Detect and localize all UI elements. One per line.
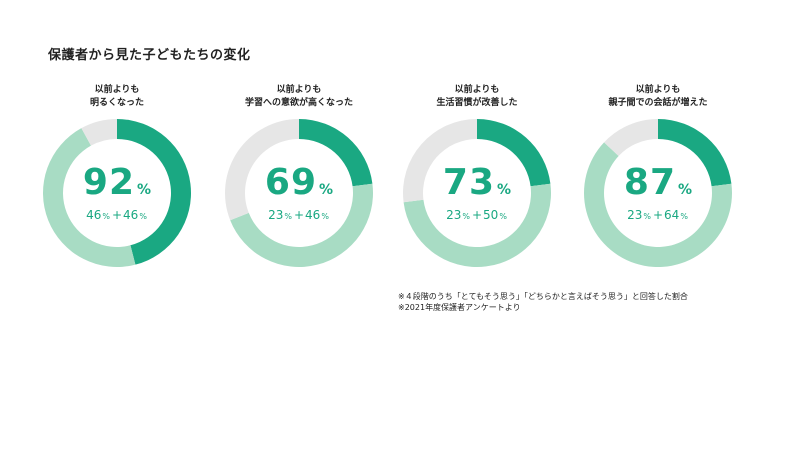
- total-unit: %: [137, 182, 152, 198]
- chart-label-line-2: 親子間での会話が増えた: [608, 98, 708, 108]
- segment-strong: [299, 119, 373, 187]
- segment-strong: [117, 119, 192, 265]
- page-title: 保護者から見た子どもたちの変化: [48, 48, 251, 63]
- chart-label: 以前よりも 親子間での会話が増えた: [573, 84, 743, 110]
- breakdown: 23% +46%: [268, 208, 330, 222]
- segment-2-value: 50: [483, 208, 499, 222]
- total-unit: %: [497, 182, 512, 198]
- chart-label-line-1: 以前よりも: [635, 85, 681, 95]
- segment-2-unit: %: [680, 212, 688, 221]
- segment-1-value: 23: [627, 208, 643, 222]
- breakdown: 23% +50%: [446, 208, 508, 222]
- segment-2-value: 46: [305, 208, 321, 222]
- chart-label: 以前よりも 生活習慣が改善した: [392, 84, 562, 110]
- chart-label: 以前よりも 明るくなった: [32, 84, 202, 110]
- donut-center: 73% 23% +50%: [402, 118, 552, 268]
- footnote-1: ※４段階のうち「とてもそう思う」「どちらかと言えばそう思う」と回答した割合: [398, 292, 688, 301]
- segment-2-unit: %: [139, 212, 147, 221]
- donut-svg: [584, 119, 732, 267]
- chart-label-line-2: 明るくなった: [89, 98, 144, 108]
- segment-somewhat: [42, 128, 136, 267]
- chart-label-line-1: 以前よりも: [276, 85, 322, 95]
- segment-strong: [658, 119, 732, 187]
- segment-strong: [477, 119, 551, 187]
- segment-1-unit: %: [643, 212, 651, 221]
- segment-somewhat: [584, 142, 732, 267]
- segment-somewhat: [230, 183, 373, 268]
- segment-1-unit: %: [284, 212, 292, 221]
- segment-2-value: 46: [123, 208, 139, 222]
- segment-2-unit: %: [321, 212, 329, 221]
- total-unit: %: [319, 182, 334, 198]
- breakdown: 23% +64%: [627, 208, 689, 222]
- segment-rest: [225, 119, 299, 221]
- plus-sign: +: [471, 208, 483, 222]
- donut-chart-2: 以前よりも 学習への意欲が高くなった 69% 23% +46%: [214, 84, 384, 284]
- chart-label-line-1: 以前よりも: [94, 85, 140, 95]
- donut-svg: [403, 119, 551, 267]
- footnotes: ※４段階のうち「とてもそう思う」「どちらかと言えばそう思う」と回答した割合 ※2…: [398, 291, 688, 313]
- donut-center: 92% 46% +46%: [42, 118, 192, 268]
- chart-label-line-2: 生活習慣が改善した: [436, 98, 518, 108]
- segment-rest: [81, 119, 117, 146]
- donut-chart-4: 以前よりも 親子間での会話が増えた 87% 23% +64%: [573, 84, 743, 284]
- total-unit: %: [678, 182, 693, 198]
- segment-2-unit: %: [499, 212, 507, 221]
- segment-1-value: 23: [446, 208, 462, 222]
- segment-1-unit: %: [102, 212, 110, 221]
- donut-center: 87% 23% +64%: [583, 118, 733, 268]
- donut-svg: [225, 119, 373, 268]
- plus-sign: +: [652, 208, 664, 222]
- chart-label: 以前よりも 学習への意欲が高くなった: [214, 84, 384, 110]
- segment-rest: [604, 119, 658, 157]
- footnote-2: ※2021年度保護者アンケートより: [398, 303, 521, 312]
- segment-1-value: 46: [86, 208, 102, 222]
- segment-1-value: 23: [268, 208, 284, 222]
- chart-label-line-1: 以前よりも: [454, 85, 500, 95]
- donut-chart-3: 以前よりも 生活習慣が改善した 73% 23% +50%: [392, 84, 562, 284]
- chart-label-line-2: 学習への意欲が高くなった: [244, 98, 353, 108]
- donut-center: 69% 23% +46%: [224, 118, 374, 268]
- total-value: 73: [442, 162, 496, 203]
- plus-sign: +: [111, 208, 123, 222]
- segment-somewhat: [403, 183, 551, 267]
- total-value: 92: [82, 162, 136, 203]
- total-value: 87: [623, 162, 677, 203]
- segment-rest: [403, 119, 477, 203]
- plus-sign: +: [293, 208, 305, 222]
- breakdown: 46% +46%: [86, 208, 148, 222]
- segment-2-value: 64: [664, 208, 680, 222]
- segment-1-unit: %: [462, 212, 470, 221]
- donut-svg: [42, 119, 192, 267]
- donut-chart-1: 以前よりも 明るくなった 92% 46% +46%: [32, 84, 202, 284]
- total-value: 69: [264, 162, 318, 203]
